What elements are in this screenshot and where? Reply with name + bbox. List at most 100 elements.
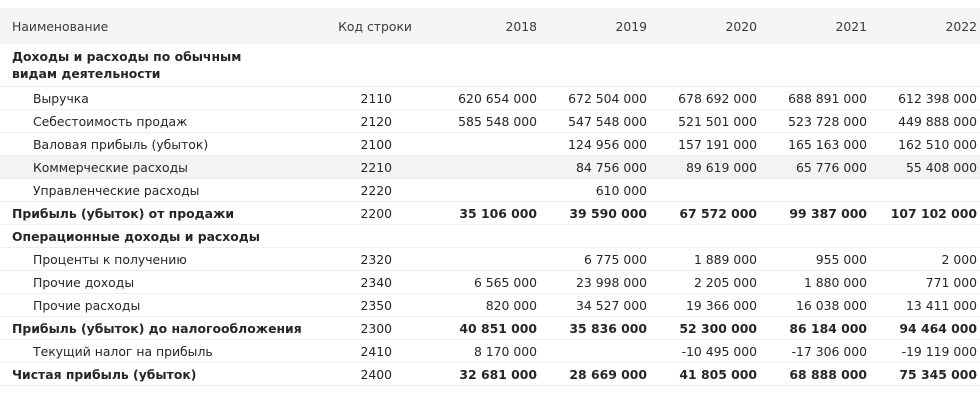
- row-value: 585 548 000: [458, 113, 537, 129]
- row-value: 41 805 000: [679, 366, 757, 382]
- row-code: 2400: [360, 366, 392, 382]
- row-value: 86 184 000: [789, 320, 867, 336]
- row-value: 89 619 000: [686, 159, 757, 175]
- header-name: Наименование: [12, 18, 109, 34]
- row-name: Доходы и расходы по обычным видам деятел…: [12, 49, 242, 81]
- row-name: Прибыль (убыток) до налогообложения: [12, 320, 302, 336]
- row-name: Прочие расходы: [33, 297, 141, 313]
- row-value: 2 205 000: [693, 274, 757, 290]
- row-name: Управленческие расходы: [33, 182, 200, 198]
- total-row: Чистая прибыль (убыток) 2400 32 681 000 …: [0, 363, 980, 386]
- row-value: 28 669 000: [569, 366, 647, 382]
- header-year: 2019: [615, 18, 647, 34]
- row-value: 8 170 000: [473, 343, 537, 359]
- table-row: Валовая прибыль (убыток) 2100 124 956 00…: [0, 133, 980, 156]
- row-code: 2300: [360, 320, 392, 336]
- table-row: Выручка 2110 620 654 000 672 504 000 678…: [0, 87, 980, 110]
- row-value: 40 851 000: [459, 320, 537, 336]
- row-value: 612 398 000: [898, 90, 977, 106]
- row-value: 34 527 000: [576, 297, 647, 313]
- row-value: 65 776 000: [796, 159, 867, 175]
- row-value: 99 387 000: [789, 205, 867, 221]
- row-value: 771 000: [925, 274, 977, 290]
- row-value: 1 889 000: [693, 251, 757, 267]
- row-code: 2220: [360, 182, 392, 198]
- row-code: 2210: [360, 159, 392, 175]
- row-value: 523 728 000: [788, 113, 867, 129]
- row-name: Проценты к получению: [33, 251, 187, 267]
- row-name: Себестоимость продаж: [33, 113, 188, 129]
- header-year: 2020: [725, 18, 757, 34]
- row-name: Коммерческие расходы: [33, 159, 188, 175]
- row-code: 2110: [360, 90, 392, 106]
- row-value: 678 692 000: [678, 90, 757, 106]
- row-code: 2350: [360, 297, 392, 313]
- row-value: 820 000: [485, 297, 537, 313]
- row-value: 75 345 000: [899, 366, 977, 382]
- row-code: 2200: [360, 205, 392, 221]
- row-code: 2320: [360, 251, 392, 267]
- row-value: 35 106 000: [459, 205, 537, 221]
- row-value: 107 102 000: [890, 205, 977, 221]
- row-value: 13 411 000: [906, 297, 977, 313]
- row-value: 2 000: [941, 251, 977, 267]
- row-value: 620 654 000: [458, 90, 537, 106]
- row-name: Прочие доходы: [33, 274, 135, 290]
- row-value: 688 891 000: [788, 90, 867, 106]
- table-row: Прочие доходы 2340 6 565 000 23 998 000 …: [0, 271, 980, 294]
- header-code: Код строки: [338, 18, 412, 34]
- row-value: 16 038 000: [796, 297, 867, 313]
- table-row: Управленческие расходы 2220 610 000: [0, 179, 980, 202]
- row-name: Прибыль (убыток) от продажи: [12, 205, 235, 221]
- row-value: 39 590 000: [569, 205, 647, 221]
- row-value: -19 119 000: [901, 343, 977, 359]
- header-year: 2022: [945, 18, 977, 34]
- row-code: 2410: [360, 343, 392, 359]
- row-code: 2340: [360, 274, 392, 290]
- row-name: Валовая прибыль (убыток): [33, 136, 209, 152]
- table-row-highlighted: Коммерческие расходы 2210 84 756 000 89 …: [0, 156, 980, 179]
- row-value: 68 888 000: [789, 366, 867, 382]
- total-row: Прибыль (убыток) от продажи 2200 35 106 …: [0, 202, 980, 225]
- section-row: Доходы и расходы по обычным видам деятел…: [0, 44, 980, 87]
- row-value: -10 495 000: [681, 343, 757, 359]
- row-value: 547 548 000: [568, 113, 647, 129]
- row-value: 162 510 000: [898, 136, 977, 152]
- table-header: Наименование Код строки 2018 2019 2020 2…: [0, 8, 980, 44]
- row-value: 19 366 000: [686, 297, 757, 313]
- row-value: 94 464 000: [899, 320, 977, 336]
- row-value: 55 408 000: [906, 159, 977, 175]
- row-value: 165 163 000: [788, 136, 867, 152]
- row-value: 672 504 000: [568, 90, 647, 106]
- table-row: Текущий налог на прибыль 2410 8 170 000 …: [0, 340, 980, 363]
- row-code: 2100: [360, 136, 392, 152]
- row-value: 32 681 000: [459, 366, 537, 382]
- financial-report-table: Наименование Код строки 2018 2019 2020 2…: [0, 8, 980, 386]
- row-value: 610 000: [595, 182, 647, 198]
- total-row: Прибыль (убыток) до налогообложения 2300…: [0, 317, 980, 340]
- row-value: 521 501 000: [678, 113, 757, 129]
- section-row: Операционные доходы и расходы: [0, 225, 980, 248]
- row-value: 124 956 000: [568, 136, 647, 152]
- row-name: Текущий налог на прибыль: [33, 343, 213, 359]
- row-value: 84 756 000: [576, 159, 647, 175]
- row-code: 2120: [360, 113, 392, 129]
- table-row: Проценты к получению 2320 6 775 000 1 88…: [0, 248, 980, 271]
- header-year: 2018: [505, 18, 537, 34]
- row-value: 52 300 000: [679, 320, 757, 336]
- row-value: 67 572 000: [679, 205, 757, 221]
- row-value: 23 998 000: [576, 274, 647, 290]
- header-year: 2021: [835, 18, 867, 34]
- row-value: 1 880 000: [803, 274, 867, 290]
- row-value: 157 191 000: [678, 136, 757, 152]
- table-row: Прочие расходы 2350 820 000 34 527 000 1…: [0, 294, 980, 317]
- table-row: Себестоимость продаж 2120 585 548 000 54…: [0, 110, 980, 133]
- row-name: Операционные доходы и расходы: [12, 228, 260, 244]
- row-name: Выручка: [33, 90, 89, 106]
- row-value: 35 836 000: [569, 320, 647, 336]
- row-value: 955 000: [815, 251, 867, 267]
- row-value: 449 888 000: [898, 113, 977, 129]
- row-code: [290, 44, 352, 47]
- row-name: Чистая прибыль (убыток): [12, 366, 197, 382]
- row-value: 6 565 000: [473, 274, 537, 290]
